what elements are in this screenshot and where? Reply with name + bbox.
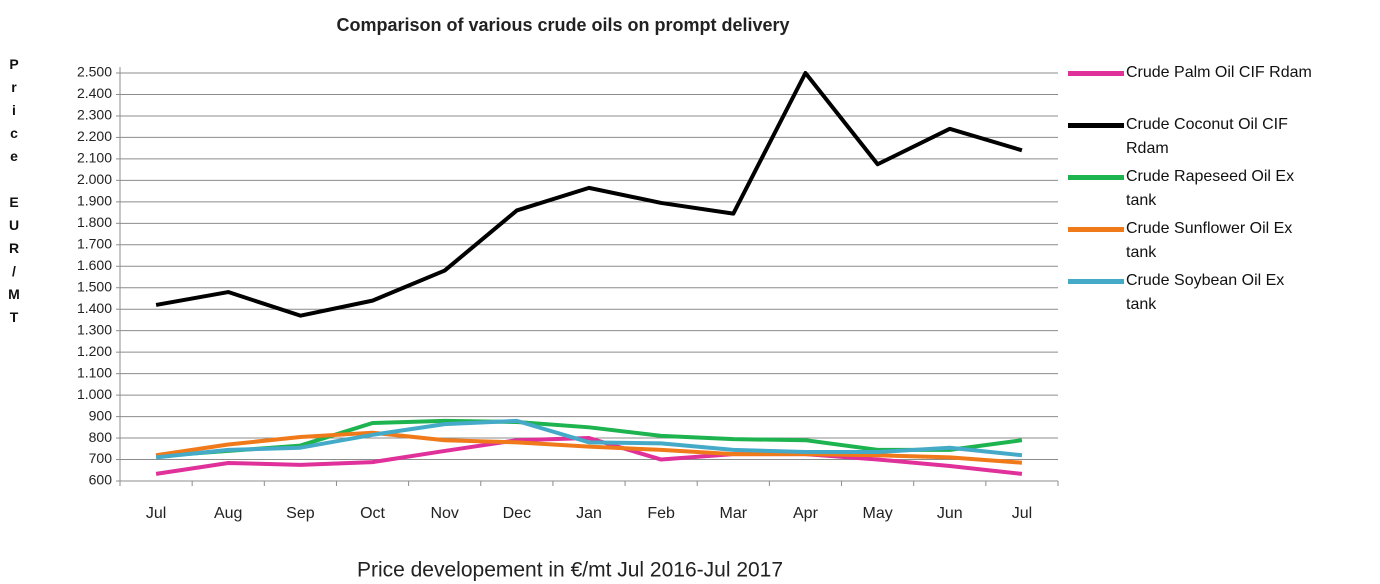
y-tick-label: 1.000 [77,386,112,402]
y-tick-label: 1.400 [77,300,112,316]
x-tick-label: Jul [1012,505,1032,522]
y-tick-label: 900 [89,407,113,423]
x-tick-label: Jul [146,505,166,522]
x-tick-label: May [862,505,892,522]
y-tick-label: 2.400 [77,85,112,101]
legend-item: Crude Rapeseed Oil Ex tank [1068,167,1368,217]
y-tick-label: 1.500 [77,278,112,294]
x-tick-label: Sep [286,505,315,522]
y-tick-label: 1.600 [77,257,112,273]
x-tick-label: Nov [430,505,458,522]
y-tick-label: 1.100 [77,364,112,380]
series-line [155,71,1023,318]
series-line [155,418,1023,460]
y-tick-label: 1.700 [77,235,112,251]
legend-item: Crude Palm Oil CIF Rdam [1068,63,1368,113]
legend-item: Crude Coconut Oil CIF Rdam [1068,115,1368,165]
legend-swatch [1068,227,1124,232]
y-tick-label: 800 [89,429,113,445]
y-tick-label: 2.000 [77,171,112,187]
y-tick-label: 2.200 [77,128,112,144]
legend-swatch [1068,279,1124,284]
y-tick-label: 2.500 [77,64,112,80]
x-tick-label: Jun [937,505,963,522]
x-tick-label: Mar [720,505,748,522]
x-tick-label: Aug [214,505,242,522]
series-line [155,430,1023,465]
y-tick-label: 1.900 [77,193,112,209]
y-tick-label: 2.100 [77,150,112,166]
y-axis-label: Price EUR/MT [6,56,22,332]
legend-swatch [1068,71,1124,76]
x-axis-label: Price developement in €/mt Jul 2016-Jul … [357,559,783,582]
y-tick-label: 1.300 [77,321,112,337]
chart-title: Comparison of various crude oils on prom… [336,15,789,35]
x-tick-label: Jan [576,505,602,522]
y-tick-label: 2.300 [77,107,112,123]
series-line [155,436,1023,476]
legend-label: Crude Coconut Oil CIF Rdam [1126,116,1288,157]
x-tick-label: Apr [793,505,819,522]
y-tick-label: 700 [89,450,113,466]
legend-label: Crude Sunflower Oil Ex tank [1126,220,1293,261]
legend-swatch [1068,175,1124,180]
y-tick-label: 1.200 [77,343,112,359]
legend-swatch [1068,123,1124,128]
y-tick-label: 1.800 [77,214,112,230]
x-tick-label: Dec [503,505,531,522]
legend-label: Crude Rapeseed Oil Ex tank [1126,168,1295,209]
legend-label: Crude Soybean Oil Ex tank [1126,272,1285,313]
legend-label: Crude Palm Oil CIF Rdam [1126,64,1312,81]
y-tick-label: 600 [89,472,113,488]
series-line [155,418,1023,459]
legend-item: Crude Soybean Oil Ex tank [1068,271,1368,321]
x-tick-label: Oct [360,505,385,522]
legend-item: Crude Sunflower Oil Ex tank [1068,219,1368,269]
x-tick-label: Feb [647,505,675,522]
